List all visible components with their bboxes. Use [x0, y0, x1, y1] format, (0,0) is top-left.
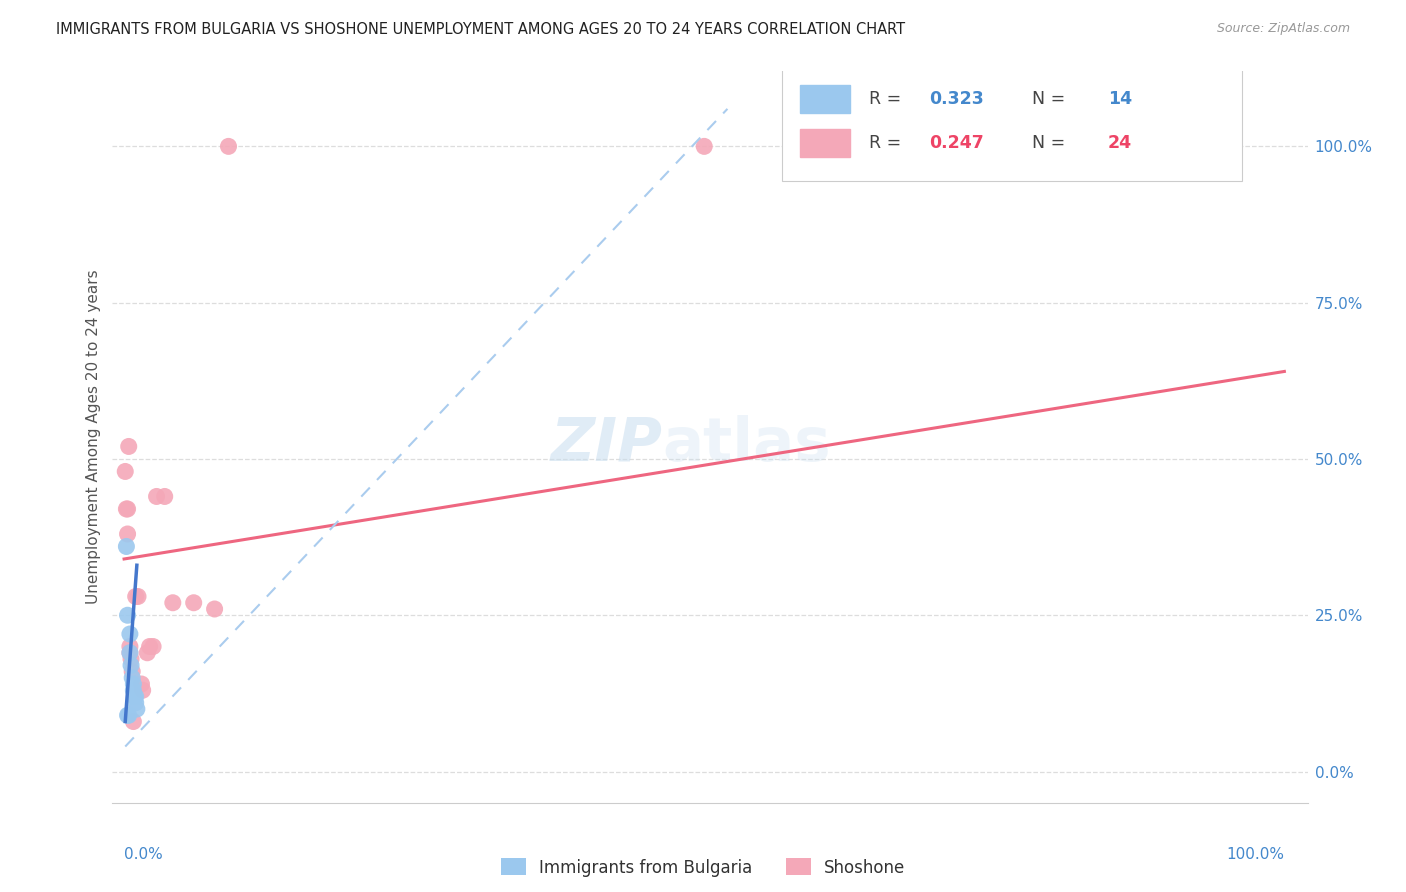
- Point: [145, 490, 167, 504]
- Point: [114, 465, 136, 479]
- Point: [693, 139, 716, 153]
- Point: [122, 683, 145, 698]
- Point: [118, 646, 141, 660]
- Text: 0.247: 0.247: [929, 134, 983, 152]
- Text: 14: 14: [1108, 90, 1132, 108]
- Text: 0.0%: 0.0%: [124, 847, 163, 862]
- Text: ZIP: ZIP: [550, 415, 662, 474]
- Point: [118, 440, 141, 454]
- Point: [125, 690, 148, 704]
- Point: [125, 702, 148, 716]
- Point: [218, 139, 240, 153]
- Point: [125, 590, 148, 604]
- Text: 100.0%: 100.0%: [1226, 847, 1284, 862]
- Point: [117, 708, 139, 723]
- Point: [120, 652, 142, 666]
- Point: [115, 540, 138, 554]
- Point: [153, 490, 176, 504]
- Text: Source: ZipAtlas.com: Source: ZipAtlas.com: [1216, 22, 1350, 36]
- Point: [162, 596, 184, 610]
- FancyBboxPatch shape: [800, 86, 849, 113]
- Point: [120, 658, 142, 673]
- Y-axis label: Unemployment Among Ages 20 to 24 years: Unemployment Among Ages 20 to 24 years: [86, 269, 101, 605]
- Point: [122, 677, 145, 691]
- Point: [124, 690, 146, 704]
- Point: [117, 527, 139, 541]
- Point: [125, 696, 148, 710]
- Text: atlas: atlas: [662, 415, 831, 474]
- Text: R =: R =: [869, 134, 907, 152]
- Point: [127, 590, 149, 604]
- FancyBboxPatch shape: [782, 68, 1241, 181]
- Point: [115, 502, 138, 516]
- Text: N =: N =: [1021, 90, 1070, 108]
- Point: [121, 665, 143, 679]
- Point: [131, 683, 153, 698]
- Point: [118, 708, 141, 723]
- FancyBboxPatch shape: [800, 129, 849, 157]
- Point: [136, 646, 159, 660]
- Point: [138, 640, 160, 654]
- Point: [183, 596, 205, 610]
- Legend: Immigrants from Bulgaria, Shoshone: Immigrants from Bulgaria, Shoshone: [494, 852, 912, 883]
- Point: [118, 627, 141, 641]
- Point: [131, 677, 153, 691]
- Point: [117, 608, 139, 623]
- Point: [142, 640, 165, 654]
- Point: [204, 602, 226, 616]
- Text: 24: 24: [1108, 134, 1132, 152]
- Text: IMMIGRANTS FROM BULGARIA VS SHOSHONE UNEMPLOYMENT AMONG AGES 20 TO 24 YEARS CORR: IMMIGRANTS FROM BULGARIA VS SHOSHONE UNE…: [56, 22, 905, 37]
- Point: [118, 640, 141, 654]
- Point: [117, 502, 139, 516]
- Point: [121, 671, 143, 685]
- Text: 0.323: 0.323: [929, 90, 983, 108]
- Text: N =: N =: [1021, 134, 1070, 152]
- Point: [122, 714, 145, 729]
- Point: [118, 646, 141, 660]
- Text: R =: R =: [869, 90, 907, 108]
